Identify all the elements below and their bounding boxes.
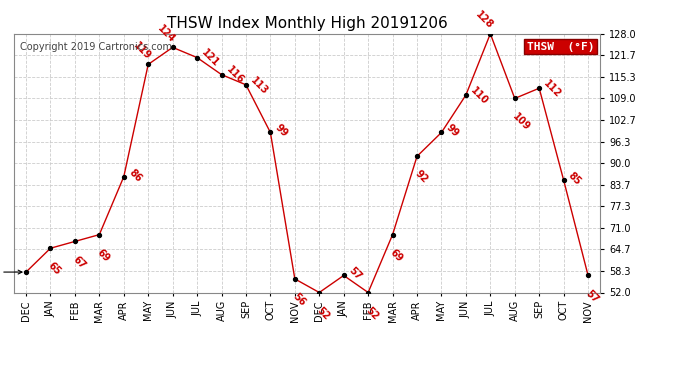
Point [167, 44, 178, 50]
Point [143, 62, 154, 68]
Point [387, 232, 398, 238]
Text: Copyright 2019 Cartronics.com: Copyright 2019 Cartronics.com [19, 42, 172, 51]
Text: THSW  (°F): THSW (°F) [527, 42, 594, 51]
Point [509, 96, 520, 102]
Point [436, 129, 447, 135]
Point [558, 177, 569, 183]
Point [363, 290, 374, 296]
Point [265, 129, 276, 135]
Point [240, 82, 251, 88]
Text: 86: 86 [126, 167, 144, 184]
Text: 56: 56 [290, 291, 307, 308]
Text: 99: 99 [444, 123, 461, 139]
Text: 57: 57 [584, 288, 600, 304]
Point [94, 232, 105, 238]
Text: 128: 128 [473, 9, 495, 31]
Point [45, 245, 56, 251]
Text: 124: 124 [155, 23, 177, 45]
Point [485, 31, 496, 37]
Point [216, 72, 227, 78]
Point [21, 269, 32, 275]
Text: 65: 65 [46, 261, 63, 278]
Point [533, 85, 544, 91]
Text: 110: 110 [469, 85, 490, 106]
Point [289, 276, 300, 282]
Point [70, 238, 81, 244]
Text: 69: 69 [388, 247, 405, 264]
Title: THSW Index Monthly High 20191206: THSW Index Monthly High 20191206 [167, 16, 447, 31]
Point [411, 153, 422, 159]
Text: 57: 57 [346, 266, 363, 282]
Text: 112: 112 [542, 78, 563, 100]
Text: 119: 119 [131, 40, 152, 62]
Text: 99: 99 [273, 123, 290, 139]
Text: 121: 121 [200, 48, 221, 69]
Text: 67: 67 [70, 254, 87, 270]
Text: 109: 109 [511, 111, 532, 132]
Text: 92: 92 [413, 169, 429, 185]
Point [192, 55, 203, 61]
Text: 69: 69 [95, 247, 112, 264]
Point [314, 290, 325, 296]
Point [118, 174, 129, 180]
Text: 52: 52 [315, 305, 332, 322]
Text: 113: 113 [248, 75, 270, 96]
Text: 116: 116 [224, 65, 246, 86]
Text: 58: 58 [0, 265, 22, 279]
Text: 52: 52 [364, 305, 380, 322]
Point [338, 273, 349, 279]
Point [582, 273, 593, 279]
Text: 85: 85 [566, 170, 583, 187]
Point [460, 92, 471, 98]
